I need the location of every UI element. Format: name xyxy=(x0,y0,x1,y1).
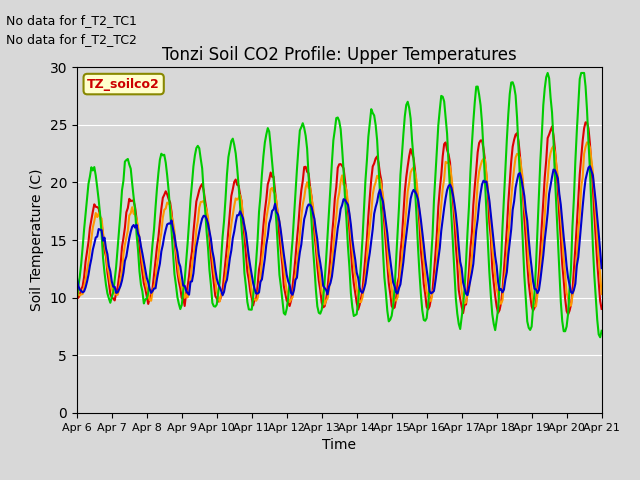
X-axis label: Time: Time xyxy=(322,438,356,452)
Tree -2cm xyxy=(88,236,95,241)
Open -2cm xyxy=(171,237,179,243)
Tree -2cm xyxy=(401,223,409,229)
Tree -2cm xyxy=(171,228,179,234)
Tree -2cm xyxy=(583,140,591,145)
Open -4cm xyxy=(171,271,179,277)
Open -2cm xyxy=(73,291,81,297)
Open -4cm xyxy=(596,335,604,340)
Line: Open -4cm: Open -4cm xyxy=(77,73,602,337)
Line: Open -2cm: Open -2cm xyxy=(77,122,602,314)
Tree -4cm xyxy=(171,233,179,239)
Tree -2cm xyxy=(535,282,543,288)
Open -4cm xyxy=(534,227,541,233)
Open -4cm xyxy=(372,122,380,128)
Tree -4cm xyxy=(219,292,227,298)
Open -4cm xyxy=(401,113,409,119)
Tree -2cm xyxy=(372,180,380,185)
Open -4cm xyxy=(88,164,95,170)
Tree -2cm xyxy=(598,291,605,297)
Open -2cm xyxy=(88,217,95,223)
Open -4cm xyxy=(598,328,605,334)
Tree -4cm xyxy=(73,274,81,280)
Tree -4cm xyxy=(535,287,543,293)
Tree -2cm xyxy=(389,299,397,304)
Text: No data for f_T2_TC1: No data for f_T2_TC1 xyxy=(6,14,137,27)
Open -2cm xyxy=(564,312,572,317)
Text: TZ_soilco2: TZ_soilco2 xyxy=(87,78,160,91)
Line: Tree -4cm: Tree -4cm xyxy=(77,166,602,295)
Open -4cm xyxy=(544,70,552,76)
Tree -4cm xyxy=(373,199,381,205)
Open -4cm xyxy=(73,296,81,301)
Open -2cm xyxy=(389,306,397,312)
Tree -4cm xyxy=(586,163,594,169)
Tree -4cm xyxy=(391,284,399,289)
Open -2cm xyxy=(401,189,409,195)
Tree -2cm xyxy=(532,303,540,309)
Open -4cm xyxy=(389,302,397,308)
Tree -4cm xyxy=(403,232,410,238)
Tree -4cm xyxy=(88,256,95,262)
Tree -4cm xyxy=(598,265,605,271)
Open -2cm xyxy=(534,285,541,290)
Open -2cm xyxy=(582,120,589,125)
Title: Tonzi Soil CO2 Profile: Upper Temperatures: Tonzi Soil CO2 Profile: Upper Temperatur… xyxy=(162,46,516,64)
Open -2cm xyxy=(372,156,380,161)
Text: No data for f_T2_TC2: No data for f_T2_TC2 xyxy=(6,33,137,46)
Y-axis label: Soil Temperature (C): Soil Temperature (C) xyxy=(30,169,44,311)
Line: Tree -2cm: Tree -2cm xyxy=(77,143,602,306)
Tree -2cm xyxy=(73,283,81,288)
Open -2cm xyxy=(598,306,605,312)
